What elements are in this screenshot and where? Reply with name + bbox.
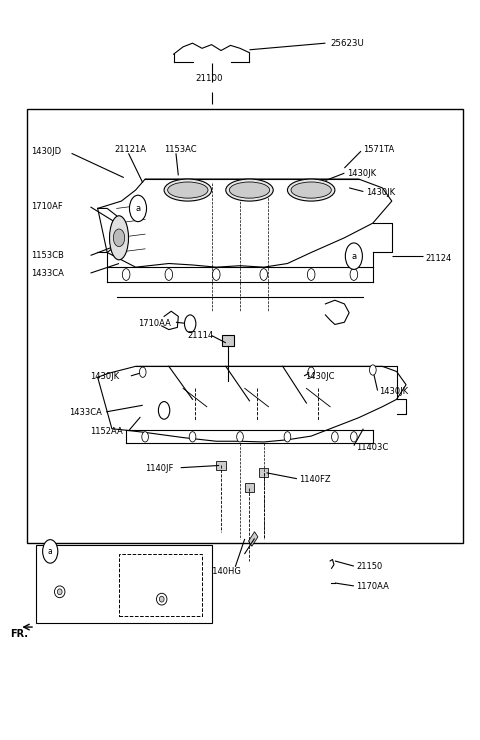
Ellipse shape <box>168 182 208 198</box>
Text: a: a <box>135 204 141 213</box>
Text: 1430JK: 1430JK <box>366 188 395 197</box>
Ellipse shape <box>109 216 129 260</box>
Text: 1751GI: 1751GI <box>62 571 90 580</box>
Circle shape <box>350 269 358 280</box>
Circle shape <box>307 269 315 280</box>
Text: 1153AC: 1153AC <box>164 145 197 154</box>
Text: 1430JK: 1430JK <box>347 169 376 178</box>
Text: 1430JC: 1430JC <box>305 372 335 381</box>
Text: 1152AA: 1152AA <box>91 427 123 436</box>
Circle shape <box>113 229 125 246</box>
Text: 21133: 21133 <box>38 562 62 571</box>
Text: 1433CA: 1433CA <box>31 269 64 278</box>
Text: 1140JF: 1140JF <box>145 464 173 473</box>
Ellipse shape <box>291 182 331 198</box>
Text: 21100: 21100 <box>195 74 223 83</box>
Text: 1430JK: 1430JK <box>91 372 120 381</box>
Text: (ALT.): (ALT.) <box>143 558 161 564</box>
Text: 1710AA: 1710AA <box>138 319 171 329</box>
Circle shape <box>189 431 196 442</box>
Text: 11403C: 11403C <box>356 443 388 451</box>
Bar <box>249 532 258 546</box>
Circle shape <box>345 243 362 269</box>
Bar <box>245 483 254 492</box>
Text: FR.: FR. <box>11 630 28 639</box>
Text: 1710AF: 1710AF <box>31 203 63 212</box>
Bar <box>36 545 212 623</box>
Text: 1430JK: 1430JK <box>379 387 408 396</box>
Circle shape <box>213 269 220 280</box>
Text: 21121A: 21121A <box>114 145 146 154</box>
Text: 21150: 21150 <box>356 562 383 571</box>
Bar <box>216 461 226 470</box>
Text: a: a <box>48 547 53 556</box>
Bar <box>259 468 268 477</box>
Bar <box>222 334 234 346</box>
Ellipse shape <box>288 179 335 201</box>
Circle shape <box>165 269 173 280</box>
Circle shape <box>130 195 146 222</box>
Ellipse shape <box>229 182 270 198</box>
Text: 1153CB: 1153CB <box>31 251 64 260</box>
Text: a: a <box>351 252 357 260</box>
Ellipse shape <box>55 586 65 598</box>
Bar <box>119 554 202 616</box>
Text: 1430JD: 1430JD <box>31 147 61 156</box>
Circle shape <box>43 539 58 563</box>
Circle shape <box>284 431 291 442</box>
Text: 1433CA: 1433CA <box>69 408 102 417</box>
Ellipse shape <box>159 596 164 602</box>
Circle shape <box>142 431 148 442</box>
Ellipse shape <box>156 593 167 605</box>
Ellipse shape <box>164 179 212 201</box>
Text: 21114: 21114 <box>188 331 214 340</box>
Circle shape <box>139 367 146 377</box>
Circle shape <box>260 269 267 280</box>
Text: 21314A: 21314A <box>143 568 172 576</box>
Ellipse shape <box>57 589 62 595</box>
Text: 1140FZ: 1140FZ <box>300 475 331 484</box>
Circle shape <box>122 269 130 280</box>
Circle shape <box>184 315 196 332</box>
Circle shape <box>158 402 170 419</box>
Bar <box>26 110 463 542</box>
Circle shape <box>308 367 314 377</box>
Ellipse shape <box>226 179 273 201</box>
Text: 21124: 21124 <box>425 254 451 263</box>
Text: 25623U: 25623U <box>330 38 364 47</box>
Circle shape <box>350 431 357 442</box>
Circle shape <box>237 431 243 442</box>
Text: 1170AA: 1170AA <box>356 582 389 591</box>
Text: 1140HG: 1140HG <box>207 567 240 576</box>
Text: 1571TA: 1571TA <box>363 145 395 154</box>
Circle shape <box>332 431 338 442</box>
Circle shape <box>370 365 376 375</box>
